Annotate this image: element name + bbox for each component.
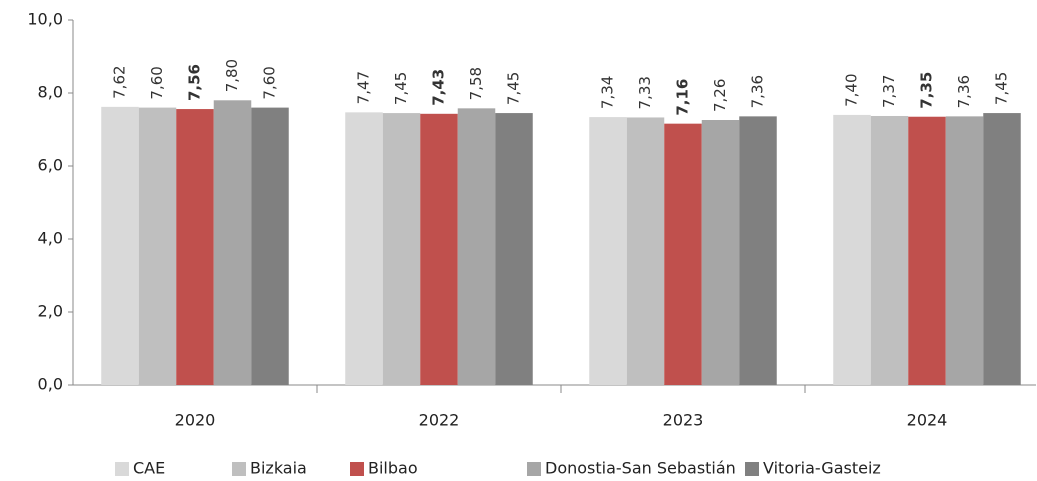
y-tick-label: 10,0 — [27, 10, 63, 29]
bar — [382, 113, 421, 385]
y-tick-label: 4,0 — [38, 229, 63, 248]
bar — [345, 112, 383, 385]
legend-label: Vitoria-Gasteiz — [763, 459, 881, 478]
x-tick-label: 2020 — [175, 411, 216, 430]
value-label: 7,58 — [467, 67, 485, 100]
value-label: 7,47 — [355, 71, 373, 104]
value-label: 7,45 — [392, 72, 410, 105]
bar — [457, 108, 496, 385]
bar — [420, 113, 458, 386]
value-label: 7,16 — [674, 79, 692, 116]
legend-label: Bilbao — [368, 459, 418, 478]
legend-swatch — [350, 462, 364, 476]
value-label: 7,34 — [599, 76, 617, 109]
legend-swatch — [232, 462, 246, 476]
legend-swatch — [527, 462, 541, 476]
value-label: 7,56 — [186, 64, 204, 101]
bar — [251, 107, 289, 385]
bar — [739, 116, 777, 386]
value-label: 7,60 — [148, 66, 166, 99]
legend-label: Donostia-San Sebastián — [545, 459, 736, 478]
bar — [176, 109, 214, 385]
bar — [101, 106, 139, 386]
legend-label: CAE — [133, 459, 165, 478]
value-label: 7,80 — [223, 59, 241, 92]
y-tick-label: 8,0 — [38, 83, 63, 102]
value-label: 7,26 — [711, 79, 729, 112]
bar — [664, 123, 702, 385]
bar — [589, 117, 627, 385]
value-label: 7,33 — [636, 76, 654, 109]
bar — [945, 116, 984, 386]
y-tick-label: 0,0 — [38, 375, 63, 394]
bar — [701, 120, 740, 385]
bar — [626, 117, 665, 385]
value-label: 7,43 — [430, 69, 448, 106]
value-label: 7,45 — [993, 72, 1011, 105]
legend-label: Bizkaia — [250, 459, 307, 478]
value-label: 7,40 — [843, 73, 861, 106]
x-tick-label: 2024 — [907, 411, 948, 430]
bar — [908, 116, 946, 385]
legend-swatch — [745, 462, 759, 476]
value-label: 7,60 — [261, 66, 279, 99]
bar — [870, 115, 909, 386]
bar — [495, 113, 533, 385]
legend-swatch — [115, 462, 129, 476]
value-label: 7,62 — [111, 65, 129, 98]
x-tick-label: 2023 — [663, 411, 704, 430]
bar — [983, 113, 1021, 385]
y-tick-label: 2,0 — [38, 302, 63, 321]
value-label: 7,45 — [505, 72, 523, 105]
y-tick-label: 6,0 — [38, 156, 63, 175]
bar — [138, 107, 177, 385]
value-label: 7,36 — [749, 75, 767, 108]
bar — [833, 114, 871, 386]
x-tick-label: 2022 — [419, 411, 460, 430]
bar — [213, 100, 252, 386]
value-label: 7,36 — [955, 75, 973, 108]
value-label: 7,37 — [880, 75, 898, 108]
value-label: 7,35 — [918, 72, 936, 109]
